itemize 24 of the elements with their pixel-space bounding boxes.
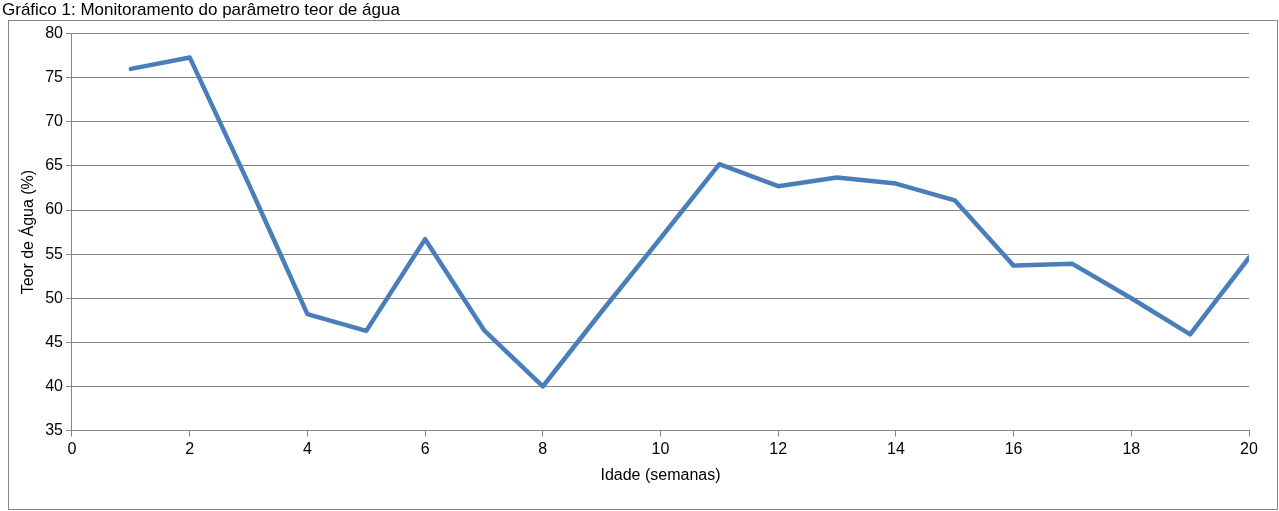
y-tick-label: 65 — [45, 156, 64, 174]
x-tick-label: 8 — [538, 439, 548, 457]
x-tick-label: 4 — [302, 439, 312, 457]
y-tick-label: 45 — [45, 332, 64, 350]
x-axis-title: Idade (semanas) — [600, 465, 721, 483]
x-tick-label: 12 — [769, 439, 788, 457]
y-tick-label: 55 — [45, 244, 64, 262]
x-tick-label: 0 — [67, 439, 77, 457]
y-axis-title: Teor de Água (%) — [18, 169, 37, 295]
y-tick-label: 40 — [45, 376, 64, 394]
x-tick-label: 10 — [651, 439, 670, 457]
x-tick-label: 20 — [1240, 439, 1258, 457]
x-tick-label: 18 — [1122, 439, 1141, 457]
y-tick-label: 50 — [45, 288, 64, 306]
y-tick-label: 70 — [45, 112, 64, 130]
x-tick-label: 14 — [887, 439, 905, 457]
chart-title: Gráfico 1: Monitoramento do parâmetro teor de água — [2, 0, 400, 19]
y-tick-label: 75 — [45, 68, 64, 86]
y-tick-label: 60 — [45, 200, 64, 218]
y-tick-label: 35 — [45, 421, 64, 439]
x-tick-label: 16 — [1004, 439, 1023, 457]
x-tick-label: 6 — [420, 439, 430, 457]
x-tick-label: 2 — [185, 439, 195, 457]
y-tick-label: 80 — [45, 24, 64, 42]
